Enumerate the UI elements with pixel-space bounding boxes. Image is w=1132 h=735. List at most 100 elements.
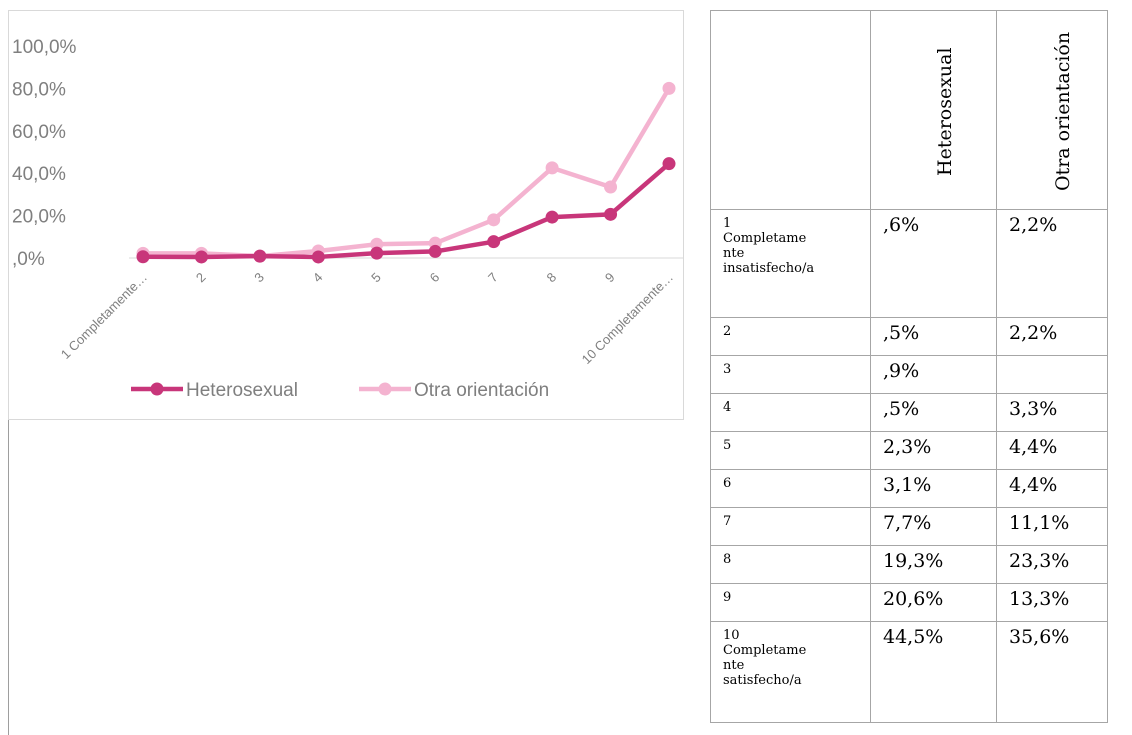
value-heterosexual: 7,7%: [870, 507, 997, 546]
row-label-line: 1: [723, 216, 732, 231]
legend-label-heterosexual: Heterosexual: [186, 380, 298, 401]
table-row: 5 2,3% 4,4%: [710, 431, 1108, 470]
legend-swatch-marker-heterosexual: [150, 382, 164, 396]
value-heterosexual: ,5%: [870, 393, 997, 432]
row-label: 5: [710, 431, 871, 470]
row-label-line: 3: [723, 362, 732, 377]
table-row: 9 20,6% 13,3%: [710, 583, 1108, 622]
value-heterosexual: 2,3%: [870, 431, 997, 470]
x-tick-label: 1 Completamente…: [58, 270, 150, 362]
data-point-heterosexual: [545, 210, 559, 224]
y-tick-label: 100,0%: [12, 37, 77, 58]
table-row: 8 19,3% 23,3%: [710, 545, 1108, 584]
row-label-line: satisfecho/a: [723, 673, 802, 688]
data-point-heterosexual: [311, 250, 325, 264]
legend-label-otra-orientacion: Otra orientación: [414, 380, 549, 401]
value-otra-orientacion: 35,6%: [996, 621, 1108, 723]
value-otra-orientacion: [996, 355, 1108, 394]
data-point-otra-orientacion: [487, 213, 501, 227]
row-label-line: 4: [723, 400, 732, 415]
value-heterosexual: ,6%: [870, 209, 997, 318]
x-tick-label: 8: [544, 270, 560, 286]
row-label-line: 7: [723, 514, 732, 529]
data-point-heterosexual: [604, 207, 618, 221]
x-tick-label: 4: [310, 270, 326, 286]
data-point-heterosexual: [136, 250, 150, 264]
row-label: 10 Completame nte satisfecho/a: [710, 621, 871, 723]
legend-swatch-marker-otra-orientacion: [378, 382, 392, 396]
value-otra-orientacion: 4,4%: [996, 431, 1108, 470]
data-point-otra-orientacion: [604, 180, 618, 194]
row-label: 1 Completame nte insatisfecho/a: [710, 209, 871, 318]
data-point-otra-orientacion: [370, 237, 384, 251]
row-label-line: 9: [723, 590, 732, 605]
data-point-otra-orientacion: [545, 161, 559, 175]
data-point-heterosexual: [662, 157, 676, 171]
x-tick-label: 9: [602, 270, 618, 286]
row-label: 2: [710, 317, 871, 356]
value-heterosexual: 20,6%: [870, 583, 997, 622]
row-label-line: insatisfecho/a: [723, 261, 815, 276]
table-row: 3 ,9%: [710, 355, 1108, 394]
series-line-otra-orientacion: [140, 86, 672, 259]
row-label: 7: [710, 507, 871, 546]
row-label-line: 6: [723, 476, 732, 491]
value-otra-orientacion: 4,4%: [996, 469, 1108, 508]
row-label-line: nte: [723, 246, 745, 261]
table-row: 4 ,5% 3,3%: [710, 393, 1108, 432]
table-header-heterosexual: Heterosexual: [870, 10, 997, 210]
value-heterosexual: ,9%: [870, 355, 997, 394]
row-label-line: 10: [723, 628, 740, 643]
row-label-line: Completame: [723, 231, 807, 246]
value-otra-orientacion: 2,2%: [996, 209, 1108, 318]
row-label-line: 2: [723, 324, 732, 339]
value-otra-orientacion: 3,3%: [996, 393, 1108, 432]
row-label: 3: [710, 355, 871, 394]
row-label-line: nte: [723, 658, 745, 673]
x-tick-label: 3: [251, 270, 267, 286]
data-point-heterosexual: [253, 249, 267, 263]
row-label-line: Completame: [723, 643, 807, 658]
data-point-heterosexual: [487, 235, 501, 249]
y-tick-label: 60,0%: [12, 122, 66, 143]
table-header-row: Heterosexual Otra orientación: [710, 10, 1108, 210]
data-point-otra-orientacion: [662, 81, 676, 95]
x-tick-label: 2: [193, 270, 209, 286]
value-heterosexual: ,5%: [870, 317, 997, 356]
table-row: 2 ,5% 2,2%: [710, 317, 1108, 356]
table-row: 10 Completame nte satisfecho/a 44,5% 35,6%: [710, 621, 1108, 723]
table-body: 1 Completame nte insatisfecho/a ,6% 2,2% 2,5% 2…: [710, 209, 1108, 723]
row-label-line: 5: [723, 438, 732, 453]
table-row: 6 3,1% 4,4%: [710, 469, 1108, 508]
header-label: Otra orientación: [1052, 31, 1074, 192]
data-point-heterosexual: [370, 246, 384, 260]
line-chart: 100,0% 80,0% 60,0% 40,0% 20,0% ,0% 1 Completam…: [12, 37, 683, 401]
chart-panel: 100,0% 80,0% 60,0% 40,0% 20,0% ,0% 1 Completam…: [8, 10, 684, 420]
row-label: 4: [710, 393, 871, 432]
value-otra-orientacion: 11,1%: [996, 507, 1108, 546]
table-row: 1 Completame nte insatisfecho/a ,6% 2,2%: [710, 209, 1108, 318]
series-line-heterosexual: [140, 161, 672, 260]
data-table: Heterosexual Otra orientación 1 Completam…: [710, 10, 1108, 723]
value-heterosexual: 44,5%: [870, 621, 997, 723]
x-tick-label: 7: [485, 270, 501, 286]
value-heterosexual: 3,1%: [870, 469, 997, 508]
table-header-blank: [710, 10, 871, 210]
data-point-heterosexual: [194, 250, 208, 264]
row-label: 8: [710, 545, 871, 584]
y-tick-label: ,0%: [12, 249, 45, 270]
x-tick-label: 10 Completamente…: [579, 270, 676, 367]
value-otra-orientacion: 23,3%: [996, 545, 1108, 584]
value-heterosexual: 19,3%: [870, 545, 997, 584]
header-label: Heterosexual: [933, 47, 956, 176]
x-tick-label: 5: [368, 270, 384, 286]
y-tick-label: 20,0%: [12, 207, 66, 228]
value-otra-orientacion: 13,3%: [996, 583, 1108, 622]
row-label: 9: [710, 583, 871, 622]
page-border: [8, 420, 9, 735]
table-row: 7 7,7% 11,1%: [710, 507, 1108, 546]
data-point-heterosexual: [428, 244, 442, 258]
row-label: 6: [710, 469, 871, 508]
table-header-otra: Otra orientación: [996, 10, 1108, 210]
y-tick-label: 80,0%: [12, 79, 66, 100]
